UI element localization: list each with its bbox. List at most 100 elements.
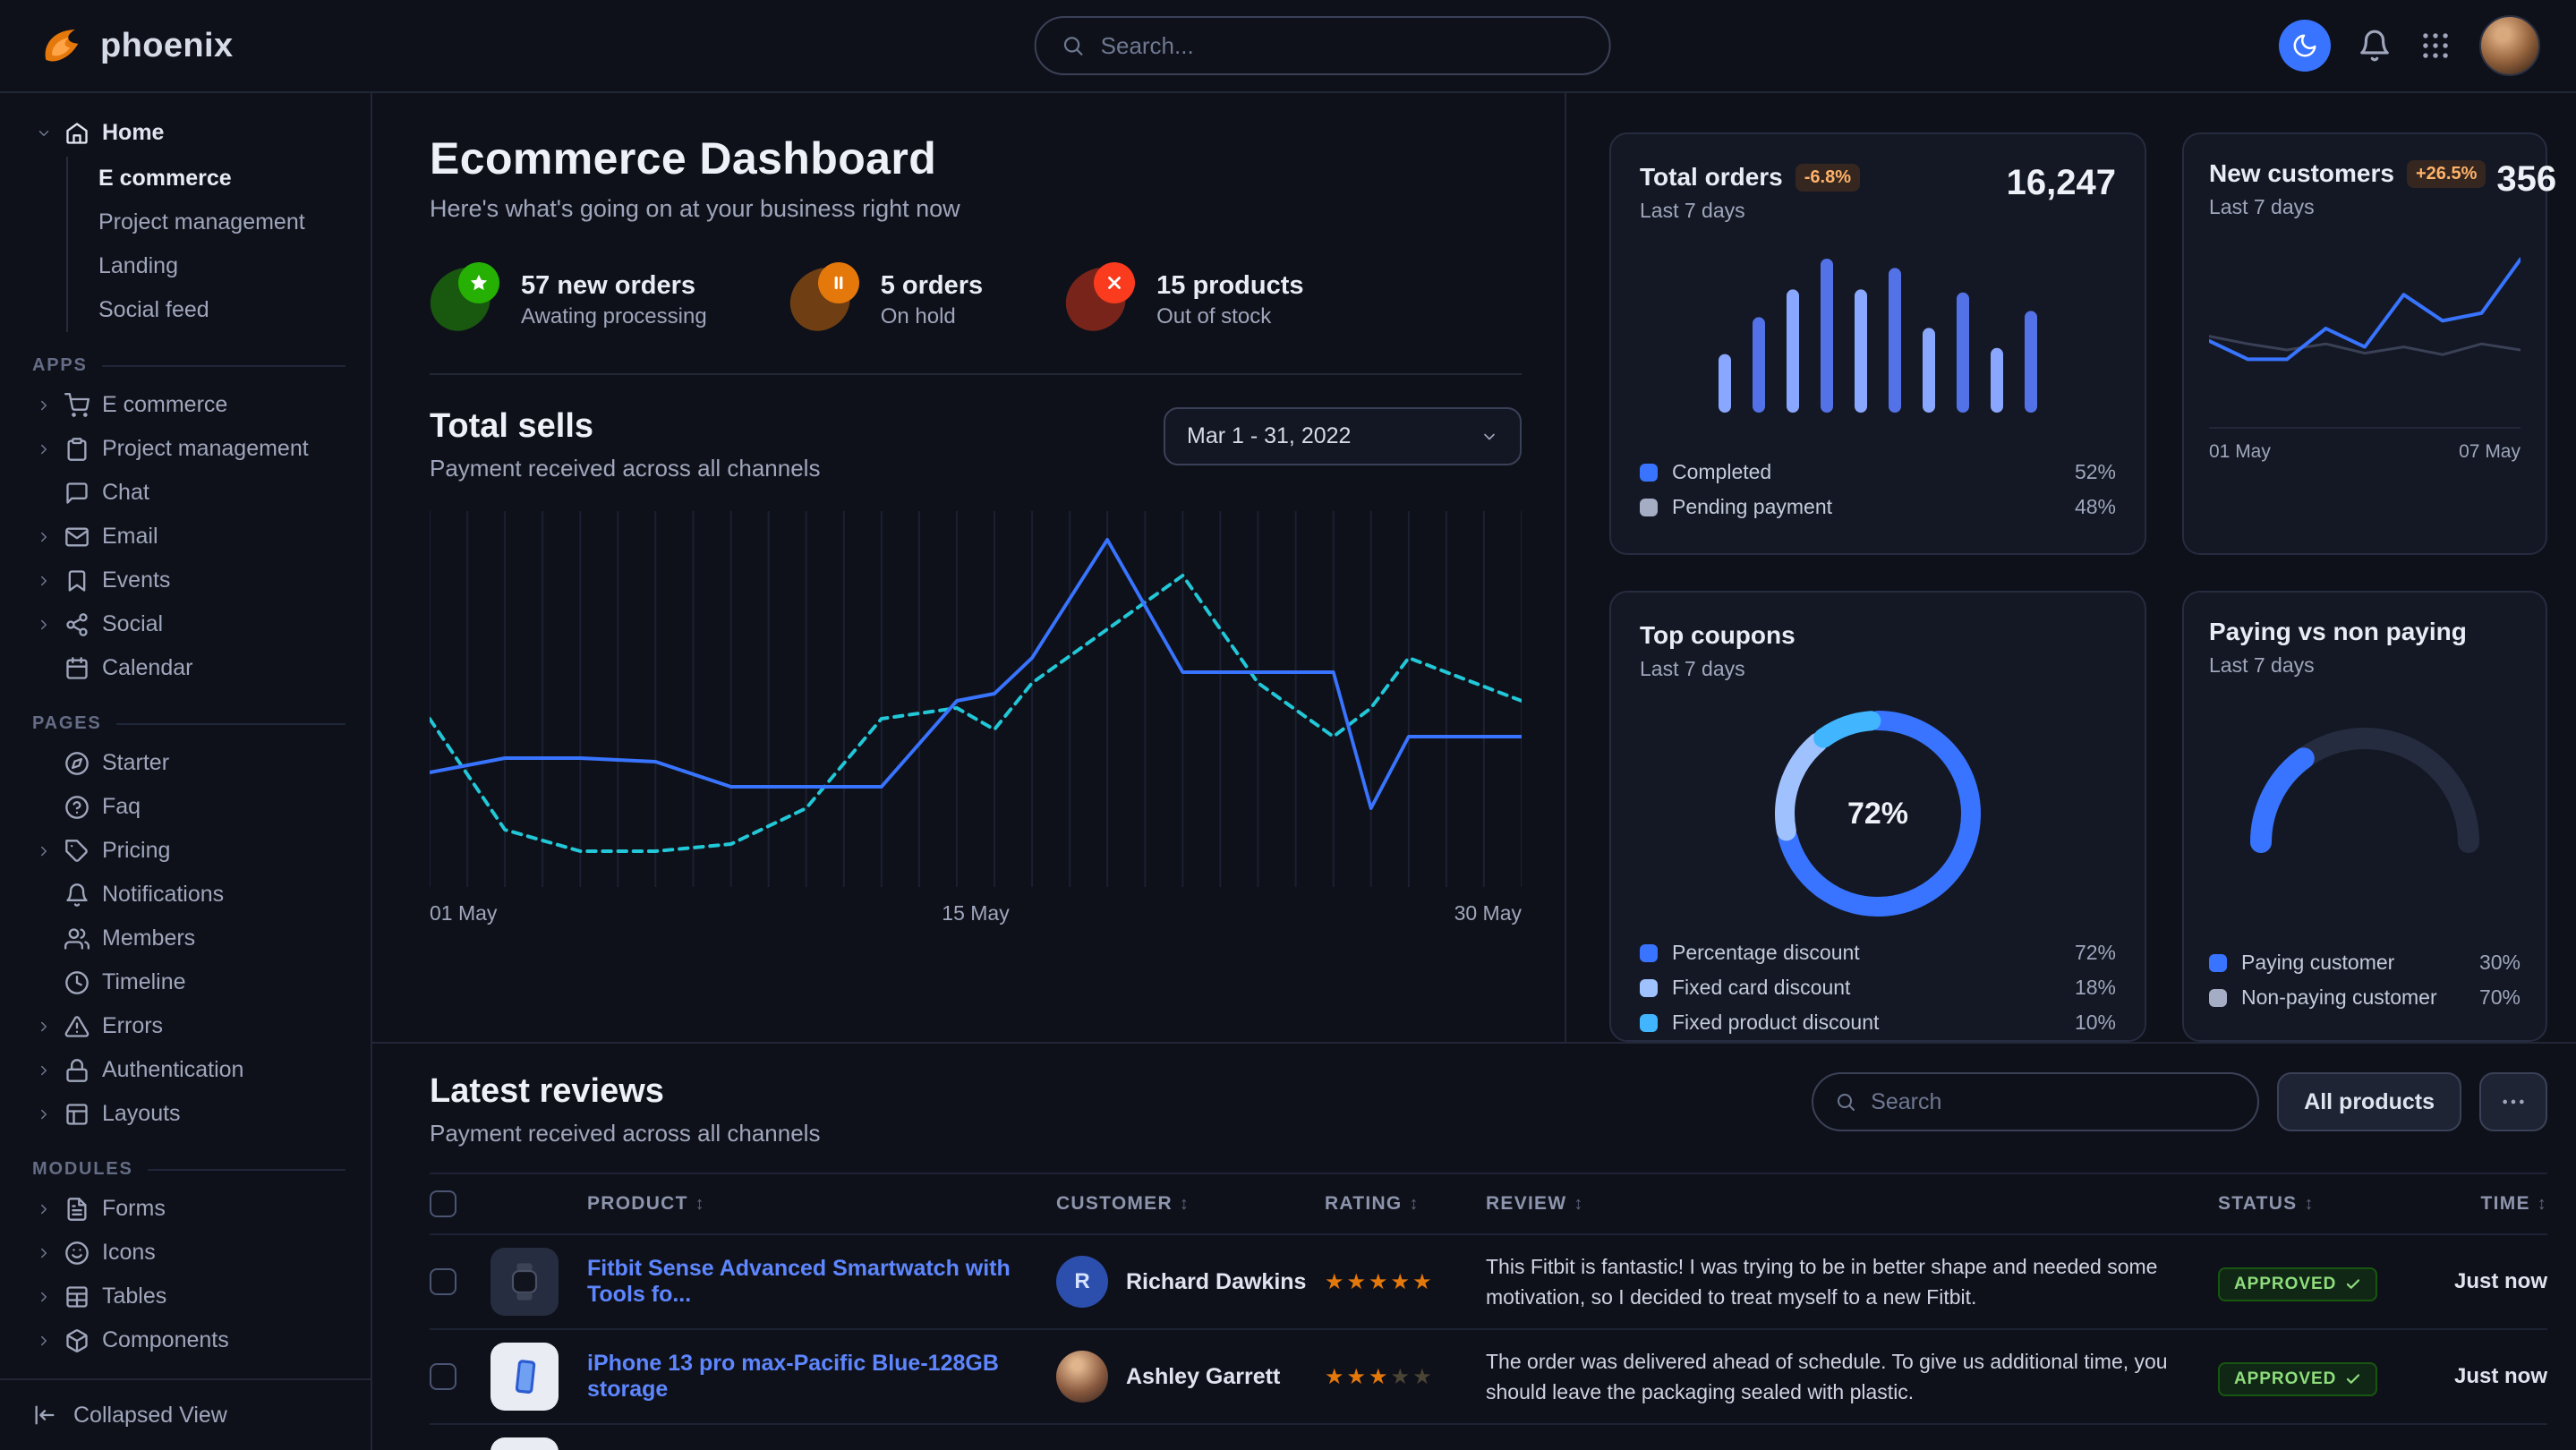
main-content: Ecommerce Dashboard Here's what's going …: [372, 93, 2576, 1450]
date-range-select[interactable]: Mar 1 - 31, 2022: [1164, 407, 1522, 465]
total-sells-line-chart: [430, 511, 1522, 887]
top-coupons-card: Top coupons Last 7 days 72% Percentage d…: [1609, 591, 2146, 1042]
sidebar-item-pricing[interactable]: Pricing: [29, 829, 349, 873]
chevron-right-icon: [36, 617, 52, 633]
column-header-time[interactable]: TIME: [2404, 1193, 2547, 1215]
sidebar-item-members[interactable]: Members: [29, 917, 349, 960]
sidebar-item-project-management[interactable]: Project management: [29, 427, 349, 471]
status-badge: APPROVED: [2218, 1267, 2377, 1301]
sidebar-item-components[interactable]: Components: [29, 1318, 349, 1362]
time-cell: Just now: [2404, 1364, 2547, 1389]
column-header-product[interactable]: PRODUCT: [587, 1193, 1056, 1215]
divider: [430, 373, 1522, 375]
navbar-search[interactable]: [1035, 16, 1611, 75]
share-icon: [64, 612, 90, 637]
sidebar-subitem-project-management[interactable]: Project management: [68, 200, 349, 244]
legend-item: Non-paying customer70%: [2209, 980, 2521, 1015]
home-submenu: E commerce Project management Landing So…: [66, 157, 349, 332]
chevron-right-icon: [36, 441, 52, 457]
sidebar-section-modules: MODULES: [32, 1159, 345, 1180]
product-link[interactable]: iPhone 13 pro max-Pacific Blue-128GB sto…: [587, 1351, 1056, 1403]
search-icon: [1062, 34, 1085, 57]
sidebar-item-email[interactable]: Email: [29, 515, 349, 559]
sidebar-item-icons[interactable]: Icons: [29, 1231, 349, 1275]
sidebar-item-starter[interactable]: Starter: [29, 741, 349, 785]
product-image: [490, 1248, 559, 1316]
navbar-search-input[interactable]: [1101, 32, 1584, 60]
latest-reviews-section: Latest reviews Payment received across a…: [372, 1044, 2576, 1450]
chevron-right-icon: [36, 843, 52, 859]
chevron-right-icon: [36, 1289, 52, 1305]
dashboard-overview: Ecommerce Dashboard Here's what's going …: [372, 93, 1566, 1042]
sidebar-item-faq[interactable]: Faq: [29, 785, 349, 829]
chevron-right-icon: [36, 529, 52, 545]
table-icon: [64, 1284, 90, 1309]
product-image: [490, 1437, 559, 1450]
select-all-checkbox[interactable]: [430, 1190, 456, 1217]
total-sells-chart: 01 May 15 May 30 May: [430, 511, 1522, 958]
change-badge: -6.8%: [1796, 164, 1860, 192]
user-avatar[interactable]: [2479, 15, 2540, 76]
search-icon: [1835, 1091, 1856, 1113]
sidebar-subitem-ecommerce[interactable]: E commerce: [68, 157, 349, 200]
collapse-view-button[interactable]: Collapsed View: [0, 1378, 371, 1450]
compass-icon: [64, 751, 90, 776]
total-orders-value: 16,247: [2007, 163, 2116, 203]
reviews-search-input[interactable]: [1871, 1089, 2236, 1115]
x-axis-labels: 01 May 07 May: [2209, 427, 2521, 463]
chevron-right-icon: [36, 1062, 52, 1079]
reviews-search[interactable]: [1812, 1072, 2259, 1131]
review-text: This Fitbit is fantastic! I was trying t…: [1486, 1251, 2218, 1313]
sidebar-item-authentication[interactable]: Authentication: [29, 1048, 349, 1092]
more-horizontal-icon: [2501, 1089, 2526, 1114]
reviews-table: PRODUCT CUSTOMER RATING REVIEW STATUS TI…: [430, 1173, 2547, 1450]
row-checkbox[interactable]: [430, 1268, 456, 1295]
theme-toggle-button[interactable]: [2279, 20, 2331, 72]
sidebar-subitem-landing[interactable]: Landing: [68, 244, 349, 288]
sidebar-item-chat[interactable]: Chat: [29, 471, 349, 515]
sidebar-item-home[interactable]: Home: [29, 111, 349, 155]
kpi-cards: Total orders-6.8% Last 7 days 16,247 Com…: [1566, 93, 2576, 1042]
column-header-customer[interactable]: CUSTOMER: [1056, 1193, 1325, 1215]
change-badge: +26.5%: [2407, 160, 2486, 188]
table-row-partial: [430, 1425, 2547, 1450]
all-products-button[interactable]: All products: [2277, 1072, 2461, 1131]
clipboard-icon: [64, 437, 90, 462]
row-checkbox[interactable]: [430, 1363, 456, 1390]
apps-grid-button[interactable]: [2418, 29, 2452, 63]
total-sells-title: Total sells: [430, 407, 820, 446]
mail-icon: [64, 525, 90, 550]
sidebar-item-ecommerce-app[interactable]: E commerce: [29, 383, 349, 427]
sidebar-item-calendar[interactable]: Calendar: [29, 646, 349, 690]
legend-item: Fixed card discount18%: [1640, 970, 2116, 1005]
notifications-button[interactable]: [2358, 29, 2392, 63]
sidebar-item-layouts[interactable]: Layouts: [29, 1092, 349, 1136]
product-link[interactable]: Fitbit Sense Advanced Smartwatch with To…: [587, 1256, 1056, 1308]
customer-name: Richard Dawkins: [1126, 1269, 1306, 1295]
star-icon: [469, 273, 489, 293]
paying-vs-nonpaying-card: Paying vs non paying Last 7 days Paying …: [2182, 591, 2547, 1042]
sidebar-subitem-social-feed[interactable]: Social feed: [68, 288, 349, 332]
column-header-status[interactable]: STATUS: [2218, 1193, 2404, 1215]
stat-icon: [1065, 266, 1133, 334]
donut-center-label: 72%: [1767, 703, 1989, 925]
chevron-right-icon: [36, 1019, 52, 1035]
lock-icon: [64, 1058, 90, 1083]
sidebar-item-social[interactable]: Social: [29, 602, 349, 646]
more-options-button[interactable]: [2479, 1072, 2547, 1131]
sidebar-item-notifications[interactable]: Notifications: [29, 873, 349, 917]
sidebar-item-timeline[interactable]: Timeline: [29, 960, 349, 1004]
calendar-icon: [64, 656, 90, 681]
sidebar-item-events[interactable]: Events: [29, 559, 349, 602]
brand[interactable]: phoenix: [36, 21, 372, 70]
column-header-review[interactable]: REVIEW: [1486, 1193, 2218, 1215]
legend-item: Completed52%: [1640, 455, 2116, 490]
sidebar-item-tables[interactable]: Tables: [29, 1275, 349, 1318]
sidebar-item-forms[interactable]: Forms: [29, 1187, 349, 1231]
check-icon: [2345, 1276, 2361, 1292]
column-header-rating[interactable]: RATING: [1325, 1193, 1486, 1215]
sidebar-item-errors[interactable]: Errors: [29, 1004, 349, 1048]
legend-marker: [2209, 989, 2227, 1007]
bell-icon: [64, 883, 90, 908]
review-text: The order was delivered ahead of schedul…: [1486, 1346, 2218, 1408]
